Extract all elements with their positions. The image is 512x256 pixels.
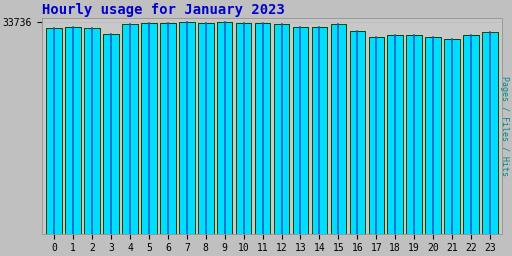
Bar — [236, 23, 251, 233]
Bar — [463, 35, 479, 233]
Bar — [293, 27, 308, 233]
Bar — [425, 37, 441, 233]
Y-axis label: Pages / Files / Hits: Pages / Files / Hits — [500, 76, 509, 176]
Bar — [122, 24, 138, 233]
Bar — [141, 23, 157, 233]
Bar — [255, 23, 270, 233]
Bar — [369, 37, 384, 233]
Bar — [198, 23, 214, 233]
Text: Hourly usage for January 2023: Hourly usage for January 2023 — [42, 3, 285, 17]
Bar — [103, 34, 119, 233]
Bar — [444, 39, 460, 233]
Bar — [47, 28, 62, 233]
Bar — [312, 27, 327, 233]
Bar — [179, 22, 195, 233]
Bar — [84, 28, 100, 233]
Bar — [331, 24, 346, 233]
Bar — [66, 27, 81, 233]
Bar — [388, 35, 403, 233]
Bar — [350, 30, 365, 233]
Bar — [274, 24, 289, 233]
Bar — [217, 22, 232, 233]
Bar — [407, 35, 422, 233]
Bar — [482, 33, 498, 233]
Bar — [160, 23, 176, 233]
